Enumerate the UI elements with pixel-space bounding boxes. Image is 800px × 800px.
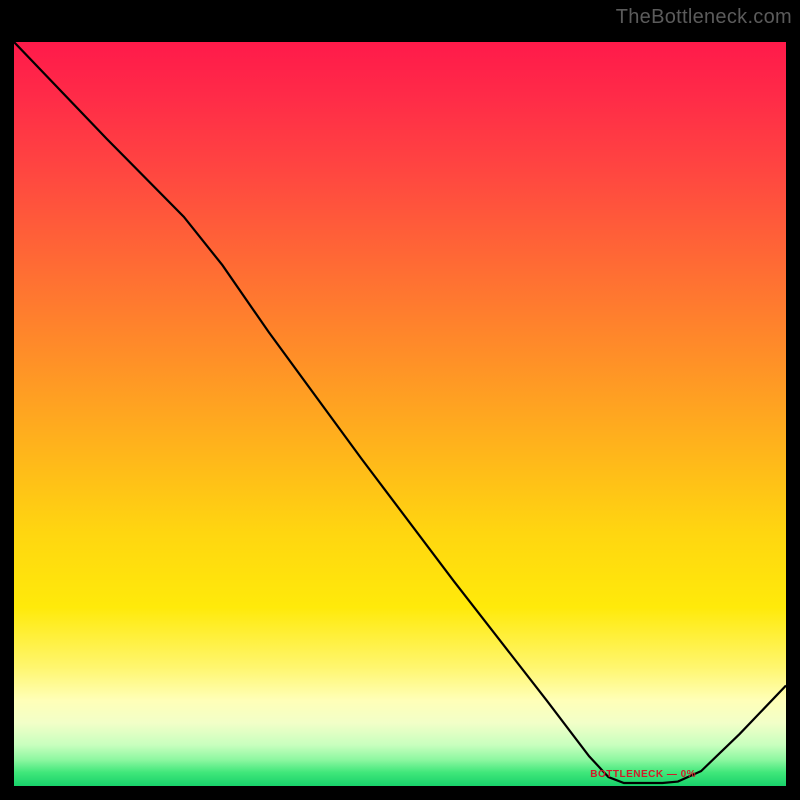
plot-background xyxy=(14,42,786,786)
series-label: BOTTLENECK — 0% xyxy=(590,769,696,780)
attribution-text: TheBottleneck.com xyxy=(616,6,792,29)
bottleneck-plot xyxy=(14,42,786,786)
chart-canvas: { "attribution": { "text": "TheBottlenec… xyxy=(0,0,800,800)
